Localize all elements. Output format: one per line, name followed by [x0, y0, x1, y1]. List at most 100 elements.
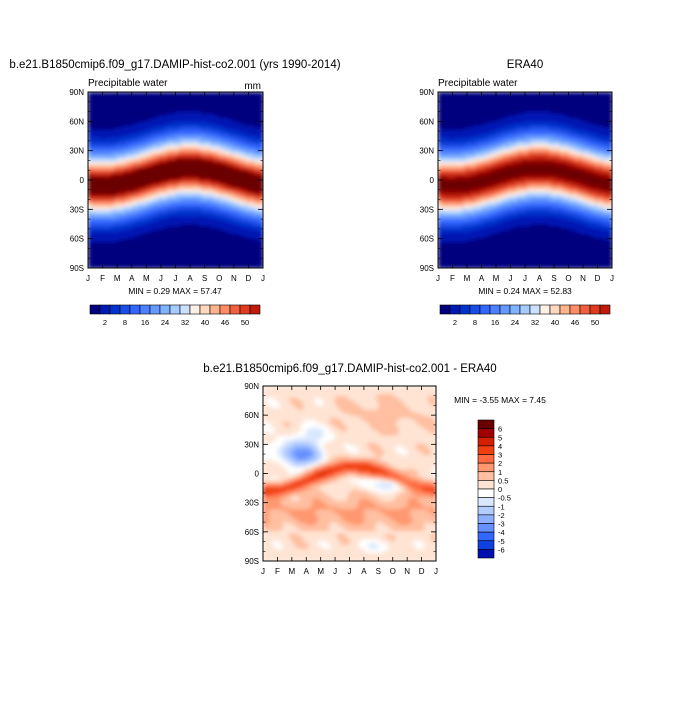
- panel-obs-xtick-label: M: [493, 274, 500, 283]
- colorbar-model-swatch: [240, 305, 250, 314]
- panel-obs-xtick-label: A: [479, 274, 485, 283]
- colorbar-diff-swatch: [478, 515, 494, 524]
- panel-obs-xtick-label: M: [464, 274, 471, 283]
- colorbar-model-label: 32: [181, 318, 189, 327]
- panel-diff-ytick-label: 30S: [245, 499, 259, 508]
- panel-obs-ytick-label: 90S: [420, 264, 434, 273]
- panel-model-contours: [88, 92, 264, 269]
- panel-obs-subtitle: Precipitable water: [438, 78, 518, 89]
- panel-diff-xtick-label: J: [333, 567, 337, 576]
- panel-obs-ytick-label: 0: [430, 176, 435, 185]
- colorbar-model-label: 40: [201, 318, 209, 327]
- panel-diff-ytick-label: 60N: [244, 411, 259, 420]
- colorbar-diff-swatch: [478, 437, 494, 446]
- contour-fill: [263, 386, 437, 562]
- panel-model-xtick-label: M: [114, 274, 121, 283]
- panel-model-xtick-label: J: [159, 274, 163, 283]
- panel-diff-xtick-label: M: [288, 567, 295, 576]
- colorbar-diff-swatch: [478, 480, 494, 489]
- panel-model-ytick-label: 60S: [70, 235, 84, 244]
- panel-diff-ytick-label: 0: [255, 470, 260, 479]
- panel-obs-title: ERA40: [507, 59, 543, 71]
- colorbar-model-swatch: [250, 305, 260, 314]
- colorbar-obs-swatch: [450, 305, 460, 314]
- panel-diff-xtick-label: O: [390, 567, 396, 576]
- colorbar-model-label: 16: [141, 318, 149, 327]
- colorbar-model-label: 8: [123, 318, 127, 327]
- colorbar-diff-swatch: [478, 472, 494, 481]
- panel-obs-field: [438, 92, 613, 269]
- panel-obs-xtick-label: F: [450, 274, 455, 283]
- colorbar-obs-swatch: [520, 305, 530, 314]
- panel-model-field: [88, 92, 264, 269]
- panel-model-subtitle: Precipitable water: [88, 78, 168, 89]
- panel-diff-ytick-label: 90N: [244, 382, 259, 391]
- panel-diff-minmax: MIN = -3.55 MAX = 7.45: [454, 395, 546, 405]
- colorbar-model-label: 2: [103, 318, 107, 327]
- panel-model-xtick-label: A: [187, 274, 193, 283]
- panel-diff-xtick-label: F: [275, 567, 280, 576]
- panel-obs-xtick-label: S: [551, 274, 556, 283]
- colorbar-obs-swatch: [570, 305, 580, 314]
- panel-obs-xtick-label: N: [580, 274, 586, 283]
- colorbar-model-swatch: [230, 305, 240, 314]
- colorbar-model-swatch: [160, 305, 170, 314]
- panel-obs-ytick-label: 60S: [420, 235, 434, 244]
- colorbar-model-swatch: [90, 305, 100, 314]
- colorbar-model-swatch: [220, 305, 230, 314]
- panel-model-units: mm: [244, 81, 261, 92]
- colorbar-diff-swatch: [478, 429, 494, 438]
- panel-model-minmax: MIN = 0.29 MAX = 57.47: [128, 286, 222, 296]
- colorbar-model-label: 24: [161, 318, 169, 327]
- colorbar-obs-swatch: [600, 305, 610, 314]
- panel-model-xtick-label: J: [174, 274, 178, 283]
- panel-model-xtick-label: D: [246, 274, 252, 283]
- colorbar-obs-label: 50: [591, 318, 599, 327]
- panel-diff-xtick-label: N: [404, 567, 410, 576]
- contour-fill: [88, 92, 264, 269]
- panel-model-xtick-label: N: [231, 274, 237, 283]
- colorbar-diff-swatch: [478, 420, 494, 429]
- colorbar-model-swatch: [200, 305, 210, 314]
- colorbar-obs-swatch: [500, 305, 510, 314]
- colorbar-obs-label: 16: [491, 318, 499, 327]
- colorbar-obs-label: 32: [531, 318, 539, 327]
- colorbar-obs-swatch: [490, 305, 500, 314]
- panel-diff-title: b.e21.B1850cmip6.f09_g17.DAMIP-hist-co2.…: [203, 363, 496, 375]
- colorbar-obs-swatch: [550, 305, 560, 314]
- panel-obs-minmax: MIN = 0.24 MAX = 52.83: [478, 286, 572, 296]
- colorbar-model-swatch: [210, 305, 220, 314]
- panel-model-xtick-label: F: [100, 274, 105, 283]
- panel-model-xtick-label: J: [261, 274, 265, 283]
- colorbar-diff-swatch: [478, 489, 494, 498]
- panel-diff-xtick-label: A: [304, 567, 310, 576]
- colorbar-obs-swatch: [480, 305, 490, 314]
- colorbar-diff-swatch: [478, 532, 494, 541]
- panel-obs-xtick-label: J: [509, 274, 513, 283]
- panel-model-ytick-label: 90N: [69, 88, 84, 97]
- panel-model-ytick-label: 30N: [69, 147, 84, 156]
- colorbar-obs-label: 40: [551, 318, 559, 327]
- colorbar-diff-swatch: [478, 463, 494, 472]
- colorbar-obs-swatch: [530, 305, 540, 314]
- panel-model-xtick-label: S: [202, 274, 207, 283]
- colorbar-obs-label: 8: [473, 318, 477, 327]
- colorbar-model-swatch: [130, 305, 140, 314]
- colorbar-obs-label: 46: [571, 318, 579, 327]
- panel-model-ytick-label: 90S: [70, 264, 84, 273]
- colorbar-obs-swatch: [440, 305, 450, 314]
- colorbar-model-swatch: [170, 305, 180, 314]
- panel-model-title: b.e21.B1850cmip6.f09_g17.DAMIP-hist-co2.…: [9, 59, 340, 71]
- colorbar-diff-swatch: [478, 455, 494, 464]
- panel-diff-xtick-label: J: [261, 567, 265, 576]
- colorbar-model-swatch: [140, 305, 150, 314]
- colorbar-model-swatch: [100, 305, 110, 314]
- colorbar-model-swatch: [110, 305, 120, 314]
- colorbar-diff-swatch: [478, 549, 494, 558]
- panel-diff-xtick-label: D: [419, 567, 425, 576]
- colorbar-obs-swatch: [560, 305, 570, 314]
- panel-diff: b.e21.B1850cmip6.f09_g17.DAMIP-hist-co2.…: [203, 363, 546, 576]
